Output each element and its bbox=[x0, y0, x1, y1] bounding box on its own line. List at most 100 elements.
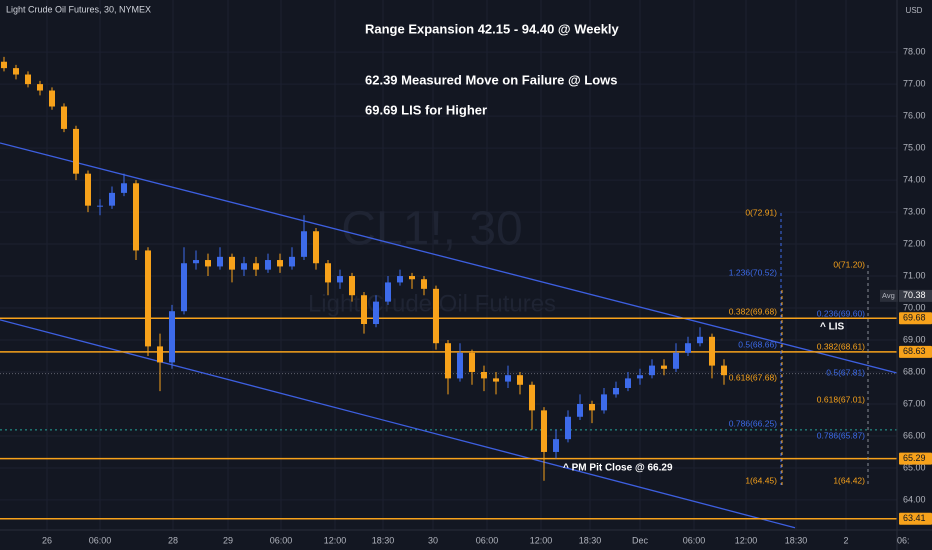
candle-body bbox=[637, 375, 643, 379]
candle-body bbox=[121, 183, 127, 193]
candle-body bbox=[145, 250, 151, 347]
candle-body bbox=[565, 416, 571, 440]
x-tick-label: 12:00 bbox=[735, 535, 758, 545]
fib-label: 0(71.20) bbox=[833, 259, 865, 269]
candle-body bbox=[109, 192, 115, 206]
currency: USD bbox=[906, 6, 923, 15]
fib-label: 1.236(70.52) bbox=[729, 267, 777, 277]
chart-title: Light Crude Oil Futures, 30, NYMEX bbox=[6, 4, 151, 14]
candle-body bbox=[385, 282, 391, 302]
y-tick-label: 65.00 bbox=[903, 462, 926, 472]
watermark: CL1!, 30 Light Crude Oil Futures bbox=[308, 203, 556, 318]
annotation: 69.69 LIS for Higher bbox=[365, 102, 487, 117]
candle-body bbox=[661, 365, 667, 369]
x-tick-label: 12:00 bbox=[324, 535, 347, 545]
level-tag bbox=[899, 452, 932, 465]
x-tick-label: 26 bbox=[42, 535, 52, 545]
level-tag bbox=[899, 512, 932, 525]
fib-label: 0.5(68.66) bbox=[738, 339, 777, 349]
y-tick-label: 73.00 bbox=[903, 206, 926, 216]
fib-label: 0.786(66.25) bbox=[729, 418, 777, 428]
x-tick-label: 2 bbox=[843, 535, 848, 545]
plot: 0(72.91) 1.236(70.52) 0.382(69.68) 0.5(68.6… bbox=[0, 56, 898, 529]
candle-body bbox=[709, 336, 715, 366]
avg-label: Avg bbox=[882, 291, 895, 300]
avg-value: 70.38 bbox=[903, 290, 926, 300]
fib-label: 1(64.42) bbox=[833, 475, 865, 485]
candle-body bbox=[373, 301, 379, 325]
candle-body bbox=[277, 260, 283, 267]
candle-body bbox=[433, 288, 439, 344]
y-tick-label: 64.00 bbox=[903, 494, 926, 504]
avg-tag bbox=[880, 289, 898, 302]
candle-body bbox=[685, 343, 691, 353]
candle-body bbox=[289, 256, 295, 267]
candle-body bbox=[205, 260, 211, 267]
x-tick-label: 18:30 bbox=[579, 535, 602, 545]
axes: 64.00 65.00 66.00 67.00 68.00 69.00 70.00 71.00… bbox=[42, 47, 932, 545]
x-tick-label: 29 bbox=[223, 535, 233, 545]
level-tag bbox=[899, 312, 932, 325]
candle-body bbox=[457, 352, 463, 379]
candle-body bbox=[697, 336, 703, 344]
fib-label: 0.618(67.68) bbox=[729, 372, 777, 382]
candle-body bbox=[13, 68, 19, 75]
y-tick-label: 76.00 bbox=[903, 110, 926, 120]
y-tick-label: 78.00 bbox=[903, 47, 926, 57]
x-tick-label: 06: bbox=[897, 535, 910, 545]
candle-body bbox=[265, 260, 271, 270]
level-label: 69.68 bbox=[903, 313, 926, 323]
y-tick-label: 69.00 bbox=[903, 334, 926, 344]
candle-body bbox=[505, 375, 511, 382]
candle-body bbox=[445, 343, 451, 379]
candle-body bbox=[589, 403, 595, 411]
y-tick-label: 75.00 bbox=[903, 142, 926, 152]
y-tick-label: 71.00 bbox=[903, 270, 926, 280]
candle-body bbox=[673, 352, 679, 369]
fib-label: 1(64.45) bbox=[745, 475, 777, 485]
level-tag bbox=[899, 345, 932, 358]
x-tick-label: 28 bbox=[168, 535, 178, 545]
y-tick-label: 72.00 bbox=[903, 238, 926, 248]
y-tick-label: 77.00 bbox=[903, 78, 926, 88]
annotation: ^ PM Pit Close @ 66.29 bbox=[563, 463, 673, 474]
candle-body bbox=[625, 378, 631, 388]
candle-body bbox=[721, 365, 727, 376]
candle-body bbox=[325, 263, 331, 283]
candle-body bbox=[1, 61, 7, 69]
candle-body bbox=[529, 384, 535, 411]
candle-body bbox=[169, 311, 175, 363]
candle-body bbox=[301, 231, 307, 257]
candle-body bbox=[37, 84, 43, 91]
candle-body bbox=[85, 173, 91, 206]
annotation: Range Expansion 42.15 - 94.40 @ Weekly bbox=[365, 21, 620, 36]
candle-body bbox=[253, 263, 259, 270]
candle-body bbox=[397, 276, 403, 283]
fib-label: 0.786(65.87) bbox=[817, 430, 865, 440]
candle-body bbox=[157, 346, 163, 363]
annotation: 62.39 Measured Move on Failure @ Lows bbox=[365, 72, 618, 87]
candle-body bbox=[421, 279, 427, 289]
fib-label: 0.618(67.01) bbox=[817, 394, 865, 404]
x-tick-label: 06:00 bbox=[476, 535, 499, 545]
candle-body bbox=[133, 183, 139, 251]
fib-label: 0.382(68.61) bbox=[817, 341, 865, 351]
candle-body bbox=[541, 410, 547, 452]
y-tick-label: 66.00 bbox=[903, 430, 926, 440]
candle-body bbox=[553, 439, 559, 452]
x-tick-label: 06:00 bbox=[683, 535, 706, 545]
x-tick-label: 06:00 bbox=[270, 535, 293, 545]
y-tick-label: 74.00 bbox=[903, 174, 926, 184]
x-tick-label: 18:30 bbox=[785, 535, 808, 545]
x-tick-label: 30 bbox=[428, 535, 438, 545]
candle-body bbox=[361, 295, 367, 325]
y-tick-label: 67.00 bbox=[903, 398, 926, 408]
candle-body bbox=[217, 256, 223, 267]
level-label: 68.63 bbox=[903, 346, 926, 356]
candle-body bbox=[61, 106, 67, 129]
avg-value-tag bbox=[899, 289, 932, 302]
candle-body bbox=[25, 74, 31, 85]
candle-body bbox=[97, 205, 103, 207]
y-tick-label: 70.00 bbox=[903, 302, 926, 312]
candle-body bbox=[49, 90, 55, 107]
